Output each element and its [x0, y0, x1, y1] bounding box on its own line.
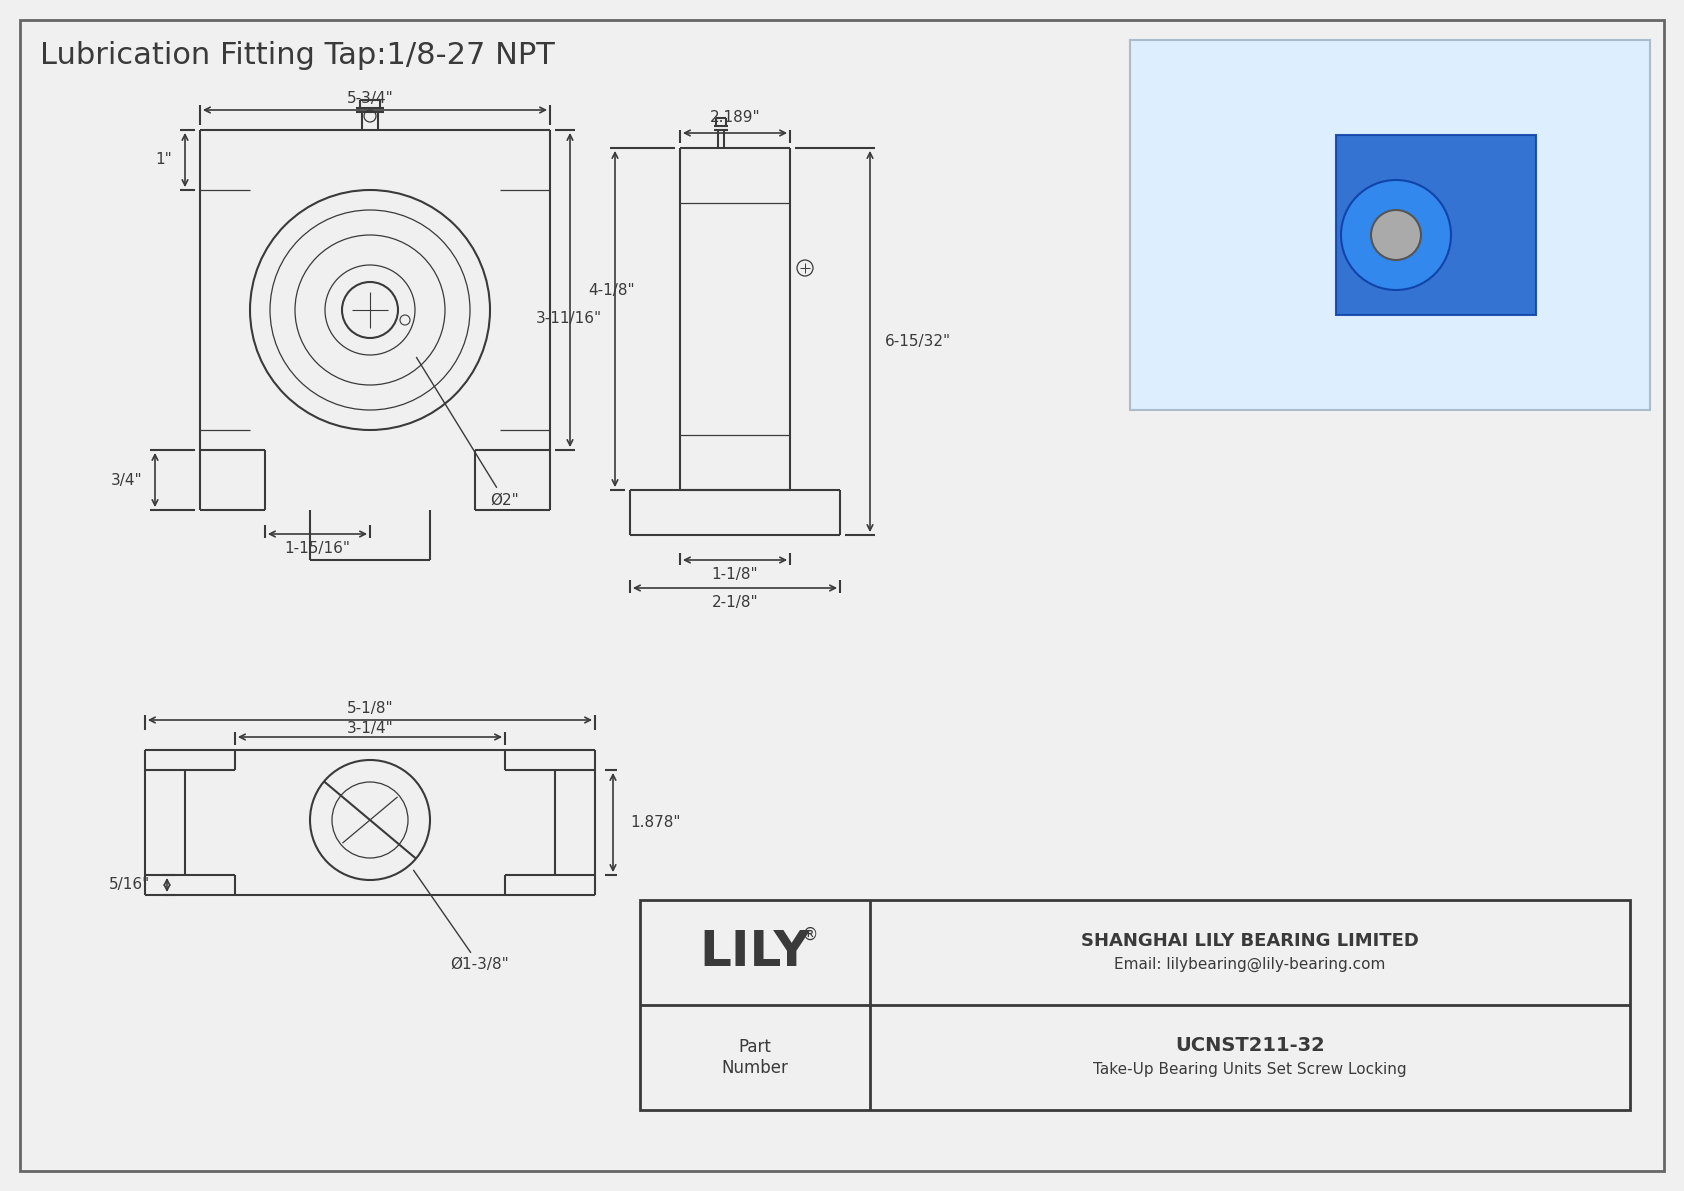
Text: Part
Number: Part Number [721, 1039, 788, 1077]
Text: 5-3/4": 5-3/4" [347, 91, 394, 106]
Text: Ø1-3/8": Ø1-3/8" [414, 871, 509, 973]
Text: 1-1/8": 1-1/8" [712, 567, 758, 582]
Text: 4-1/8": 4-1/8" [588, 282, 635, 298]
Text: 2.189": 2.189" [709, 111, 759, 125]
Text: Lubrication Fitting Tap:1/8-27 NPT: Lubrication Fitting Tap:1/8-27 NPT [40, 40, 554, 69]
Text: Ø2": Ø2" [416, 357, 519, 507]
Text: LILY: LILY [699, 929, 810, 977]
Text: 3-11/16": 3-11/16" [536, 312, 601, 326]
Bar [640, 900, 1630, 1110]
Text: 5-1/8": 5-1/8" [347, 700, 394, 716]
Text: 1": 1" [155, 152, 172, 168]
Text: 3-1/4": 3-1/4" [347, 721, 394, 736]
Circle shape [1340, 180, 1452, 289]
Text: SHANGHAI LILY BEARING LIMITED: SHANGHAI LILY BEARING LIMITED [1081, 931, 1420, 949]
Text: 6-15/32": 6-15/32" [886, 333, 951, 349]
Bar [1130, 40, 1650, 410]
Text: ®: ® [802, 925, 818, 943]
Text: 3/4": 3/4" [111, 473, 141, 487]
Text: 2-1/8": 2-1/8" [712, 596, 758, 611]
Text: Email: lilybearing@lily-bearing.com: Email: lilybearing@lily-bearing.com [1115, 956, 1386, 972]
Text: Take-Up Bearing Units Set Screw Locking: Take-Up Bearing Units Set Screw Locking [1093, 1062, 1406, 1077]
Circle shape [1371, 210, 1421, 260]
Text: UCNST211-32: UCNST211-32 [1175, 1036, 1325, 1055]
Text: 1.878": 1.878" [630, 815, 680, 830]
Bar [1335, 135, 1536, 314]
Text: 5/16": 5/16" [109, 878, 150, 892]
Text: 1-15/16": 1-15/16" [285, 541, 350, 555]
